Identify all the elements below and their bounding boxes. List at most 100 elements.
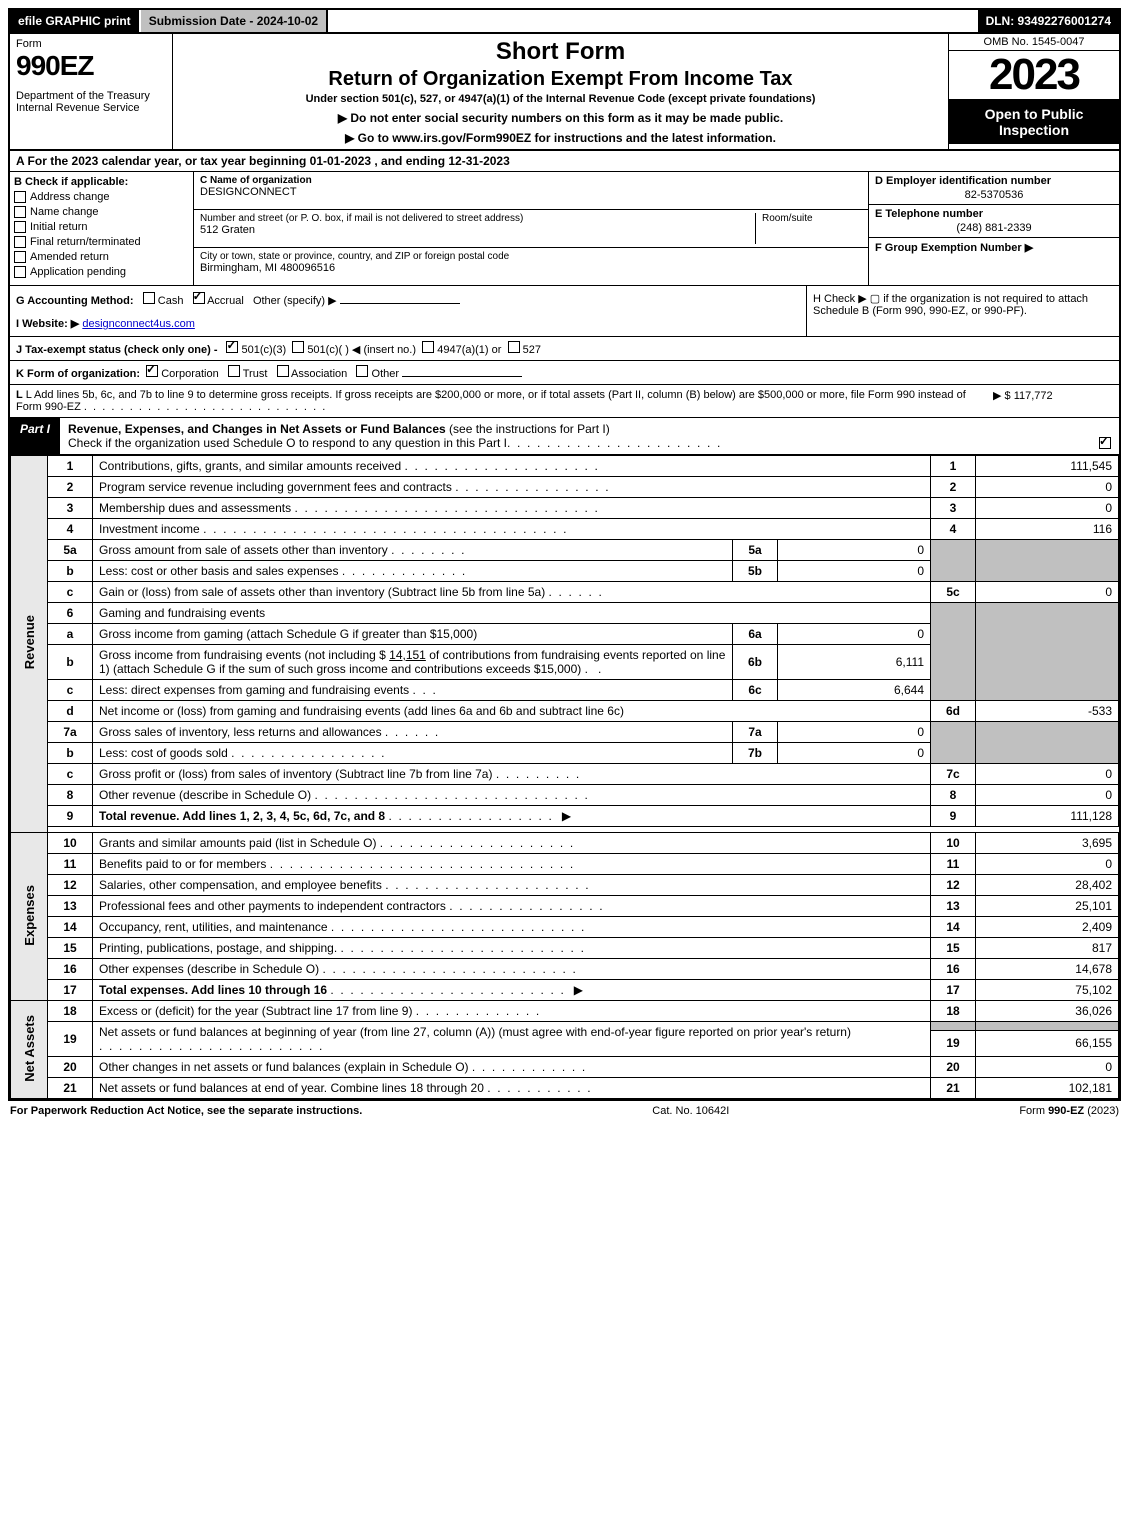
line-14-amount: 2,409 xyxy=(976,917,1119,938)
cb-accrual[interactable] xyxy=(193,292,205,304)
website-row: I Website: ▶ designconnect4us.com xyxy=(16,317,800,330)
line-21: 21 Net assets or fund balances at end of… xyxy=(11,1078,1119,1099)
phone-value: (248) 881-2339 xyxy=(875,222,1113,234)
page-footer: For Paperwork Reduction Act Notice, see … xyxy=(8,1101,1121,1121)
addr-label: Number and street (or P. O. box, if mail… xyxy=(200,213,755,224)
submission-date: Submission Date - 2024-10-02 xyxy=(141,10,328,32)
cb-association[interactable] xyxy=(277,365,289,377)
dln-number: DLN: 93492276001274 xyxy=(978,10,1119,32)
cb-527[interactable] xyxy=(508,341,520,353)
line-19-amount: 66,155 xyxy=(976,1030,1119,1056)
header-right: OMB No. 1545-0047 2023 Open to Public In… xyxy=(948,34,1119,149)
top-bar: efile GRAPHIC print Submission Date - 20… xyxy=(10,10,1119,34)
no-ssn-warning: ▶ Do not enter social security numbers o… xyxy=(177,111,944,125)
cb-address-change[interactable]: Address change xyxy=(14,191,189,203)
line-4-amount: 116 xyxy=(976,519,1119,540)
section-def: D Employer identification number 82-5370… xyxy=(868,172,1119,285)
cb-501c3[interactable] xyxy=(226,341,238,353)
ein-value: 82-5370536 xyxy=(875,189,1113,201)
line-5c-amount: 0 xyxy=(976,582,1119,603)
footer-center: Cat. No. 10642I xyxy=(652,1105,729,1117)
website-link[interactable]: designconnect4us.com xyxy=(82,318,195,330)
goto-text[interactable]: ▶ Go to www.irs.gov/Form990EZ for instru… xyxy=(345,131,776,145)
cb-final-return[interactable]: Final return/terminated xyxy=(14,236,189,248)
line-13: 13 Professional fees and other payments … xyxy=(11,896,1119,917)
line-3: 3 Membership dues and assessments . . . … xyxy=(11,498,1119,519)
cb-schedule-o[interactable] xyxy=(1099,437,1111,449)
footer-right: Form 990-EZ (2023) xyxy=(1019,1105,1119,1117)
gross-receipts: L L Add lines 5b, 6c, and 7b to line 9 t… xyxy=(10,385,1119,418)
cb-501c[interactable] xyxy=(292,341,304,353)
cb-name-change[interactable]: Name change xyxy=(14,206,189,218)
line-4: 4 Investment income . . . . . . . . . . … xyxy=(11,519,1119,540)
form-of-organization: K Form of organization: Corporation Trus… xyxy=(10,361,1119,385)
line-5a: 5a Gross amount from sale of assets othe… xyxy=(11,540,1119,561)
room-label: Room/suite xyxy=(762,213,862,224)
g-other: Other (specify) ▶ xyxy=(253,295,337,307)
accounting-method: G Accounting Method: Cash Accrual Other … xyxy=(10,286,806,336)
group-exemption-row: F Group Exemption Number ▶ xyxy=(869,238,1119,285)
line-12-amount: 28,402 xyxy=(976,875,1119,896)
line-1: Revenue 1 Contributions, gifts, grants, … xyxy=(11,456,1119,477)
goto-link-line: ▶ Go to www.irs.gov/Form990EZ for instru… xyxy=(177,131,944,145)
line-16: 16 Other expenses (describe in Schedule … xyxy=(11,959,1119,980)
form-header: Form 990EZ Department of the Treasury In… xyxy=(10,34,1119,151)
city-label: City or town, state or province, country… xyxy=(200,251,862,262)
g-label: G Accounting Method: xyxy=(16,295,134,307)
line-5c: c Gain or (loss) from sale of assets oth… xyxy=(11,582,1119,603)
org-name: DESIGNCONNECT xyxy=(200,186,862,198)
line-11: 11 Benefits paid to or for members . . .… xyxy=(11,854,1119,875)
gross-receipts-amount: ▶ $ 117,772 xyxy=(985,389,1113,413)
line-2-amount: 0 xyxy=(976,477,1119,498)
netassets-tab: Net Assets xyxy=(22,1015,37,1082)
part-i-label: Part I xyxy=(10,418,60,454)
cb-other-org[interactable] xyxy=(356,365,368,377)
section-b-header: B Check if applicable: xyxy=(14,176,128,188)
cb-4947[interactable] xyxy=(422,341,434,353)
line-18-amount: 36,026 xyxy=(976,1001,1119,1022)
phone-label: E Telephone number xyxy=(875,208,983,220)
tax-year: 2023 xyxy=(949,51,1119,100)
line-6d: d Net income or (loss) from gaming and f… xyxy=(11,701,1119,722)
part-i-header: Part I Revenue, Expenses, and Changes in… xyxy=(10,418,1119,455)
line-15-amount: 817 xyxy=(976,938,1119,959)
h-text: H Check ▶ ▢ if the organization is not r… xyxy=(813,293,1088,317)
line-16-amount: 14,678 xyxy=(976,959,1119,980)
j-label: J Tax-exempt status (check only one) - xyxy=(16,344,218,356)
org-name-label: C Name of organization xyxy=(200,175,312,186)
gh-row: G Accounting Method: Cash Accrual Other … xyxy=(10,286,1119,337)
line-12: 12 Salaries, other compensation, and emp… xyxy=(11,875,1119,896)
revenue-tab: Revenue xyxy=(22,615,37,669)
line-2: 2 Program service revenue including gove… xyxy=(11,477,1119,498)
line-18: Net Assets 18 Excess or (deficit) for th… xyxy=(11,1001,1119,1022)
omb-number: OMB No. 1545-0047 xyxy=(949,34,1119,51)
info-grid: B Check if applicable: Address change Na… xyxy=(10,172,1119,286)
short-form-title: Short Form xyxy=(177,38,944,66)
expenses-tab: Expenses xyxy=(22,885,37,946)
cb-corporation[interactable] xyxy=(146,365,158,377)
subtitle: Under section 501(c), 527, or 4947(a)(1)… xyxy=(177,93,944,105)
cb-initial-return[interactable]: Initial return xyxy=(14,221,189,233)
section-b: B Check if applicable: Address change Na… xyxy=(10,172,194,285)
line-17: 17 Total expenses. Add lines 10 through … xyxy=(11,980,1119,1001)
line-7c-amount: 0 xyxy=(976,764,1119,785)
main-title: Return of Organization Exempt From Incom… xyxy=(177,68,944,91)
cb-trust[interactable] xyxy=(228,365,240,377)
cb-amended-return[interactable]: Amended return xyxy=(14,251,189,263)
line-17-amount: 75,102 xyxy=(976,980,1119,1001)
street-address: 512 Graten xyxy=(200,224,755,236)
efile-badge: efile GRAPHIC print xyxy=(10,10,141,32)
line-21-amount: 102,181 xyxy=(976,1078,1119,1099)
part-i-check-text: Check if the organization used Schedule … xyxy=(68,436,507,450)
line-7a-amount: 0 xyxy=(778,722,931,743)
cb-application-pending[interactable]: Application pending xyxy=(14,266,189,278)
part-i-title: Revenue, Expenses, and Changes in Net As… xyxy=(68,422,446,436)
section-a-tax-year: A For the 2023 calendar year, or tax yea… xyxy=(10,151,1119,172)
website-label: I Website: ▶ xyxy=(16,318,79,330)
addr-row: Number and street (or P. O. box, if mail… xyxy=(194,210,868,248)
line-19-desc: 19 Net assets or fund balances at beginn… xyxy=(11,1022,1119,1031)
line-6c-amount: 6,644 xyxy=(778,680,931,701)
lines-table: Revenue 1 Contributions, gifts, grants, … xyxy=(10,455,1119,1099)
top-bar-spacer xyxy=(328,10,977,32)
cb-cash[interactable] xyxy=(143,292,155,304)
